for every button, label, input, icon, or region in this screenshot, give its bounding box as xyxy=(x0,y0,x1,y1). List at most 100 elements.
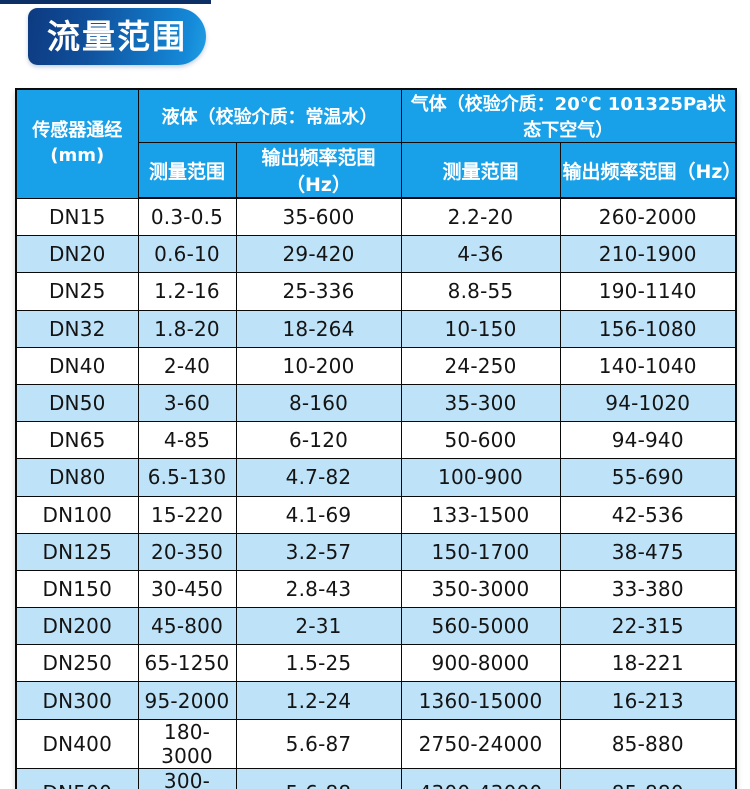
range-value-cell: 190-1140 xyxy=(559,272,737,311)
range-value-cell: 4-85 xyxy=(137,421,237,460)
range-value-cell: 300-4500 xyxy=(137,767,237,789)
range-value-cell: 25-336 xyxy=(235,272,402,311)
range-value-cell: 140-1040 xyxy=(559,346,737,385)
section-title-badge: 流量范围 xyxy=(28,8,206,65)
range-value-cell: 2750-24000 xyxy=(400,718,561,769)
sensor-diameter-cell: DN20 xyxy=(15,235,139,274)
column-group-gas: 气体（校验介质：20℃ 101325Pa状态下空气） xyxy=(400,88,737,143)
range-value-cell: 10-150 xyxy=(400,309,561,348)
sensor-diameter-cell: DN500 xyxy=(15,767,139,789)
table-row: DN65 4-85 6-120 50-600 94-940 xyxy=(15,421,737,460)
sensor-diameter-cell: DN32 xyxy=(15,309,139,348)
range-value-cell: 4-36 xyxy=(400,235,561,274)
range-value-cell: 29-420 xyxy=(235,235,402,274)
range-value-cell: 3.2-57 xyxy=(235,532,402,571)
table-row: DN40 2-40 10-200 24-250 140-1040 xyxy=(15,346,737,385)
range-value-cell: 560-5000 xyxy=(400,607,561,646)
range-value-cell: 5.6-87 xyxy=(235,718,402,769)
column-header-gas-measure-range: 测量范围 xyxy=(400,142,561,199)
range-value-cell: 210-1900 xyxy=(559,235,737,274)
range-value-cell: 6-120 xyxy=(235,421,402,460)
range-value-cell: 35-300 xyxy=(400,383,561,423)
sensor-diameter-cell: DN80 xyxy=(15,458,139,497)
sensor-diameter-label-line2: (mm) xyxy=(50,144,105,166)
sensor-diameter-cell: DN65 xyxy=(15,421,139,460)
range-value-cell: 42-536 xyxy=(559,495,737,534)
column-header-gas-output-frequency: 输出频率范围（Hz） xyxy=(559,142,741,199)
range-value-cell: 2-40 xyxy=(137,346,237,385)
range-value-cell: 50-600 xyxy=(400,421,561,460)
sensor-diameter-cell: DN15 xyxy=(15,197,139,237)
sensor-diameter-cell: DN300 xyxy=(15,681,139,720)
table-row: DN125 20-350 3.2-57 150-1700 38-475 xyxy=(15,532,737,571)
column-header-liquid-output-frequency: 输出频率范围（Hz） xyxy=(235,142,402,199)
flow-range-table: 传感器通经 (mm) 液体（校验介质：常温水） 气体（校验介质：20℃ 1013… xyxy=(15,88,741,789)
section-title: 流量范围 xyxy=(47,17,187,56)
range-value-cell: 2-31 xyxy=(235,607,402,646)
range-value-cell: 1.2-24 xyxy=(235,681,402,720)
range-value-cell: 18-221 xyxy=(559,644,737,683)
range-value-cell: 15-220 xyxy=(137,495,237,534)
range-value-cell: 5.6-88 xyxy=(235,767,402,789)
range-value-cell: 85-880 xyxy=(559,718,737,769)
range-value-cell: 4.7-82 xyxy=(235,458,402,497)
range-value-cell: 45-800 xyxy=(137,607,237,646)
range-value-cell: 1360-15000 xyxy=(400,681,561,720)
range-value-cell: 1.2-16 xyxy=(137,272,237,311)
range-value-cell: 8.8-55 xyxy=(400,272,561,311)
sensor-diameter-cell: DN150 xyxy=(15,569,139,609)
range-value-cell: 8-160 xyxy=(235,383,402,423)
range-value-cell: 2.2-20 xyxy=(400,197,561,237)
range-value-cell: 1.8-20 xyxy=(137,309,237,348)
sensor-diameter-cell: DN250 xyxy=(15,644,139,683)
range-value-cell: 3-60 xyxy=(137,383,237,423)
range-value-cell: 65-1250 xyxy=(137,644,237,683)
range-value-cell: 94-1020 xyxy=(559,383,737,423)
range-value-cell: 0.6-10 xyxy=(137,235,237,274)
table-row: DN200 45-800 2-31 560-5000 22-315 xyxy=(15,607,737,646)
range-value-cell: 38-475 xyxy=(559,532,737,571)
sensor-diameter-cell: DN200 xyxy=(15,607,139,646)
column-group-liquid: 液体（校验介质：常温水） xyxy=(137,88,402,143)
table-row: DN500300-45005.6-884300-4300085-880 xyxy=(15,767,737,789)
range-value-cell: 16-213 xyxy=(559,681,737,720)
range-value-cell: 20-350 xyxy=(137,532,237,571)
range-value-cell: 2.8-43 xyxy=(235,569,402,609)
table-row: DN20 0.6-10 29-420 4-36 210-1900 xyxy=(15,235,737,274)
range-value-cell: 350-3000 xyxy=(400,569,561,609)
table-row: DN300 95-2000 1.2-24 1360-15000 16-213 xyxy=(15,681,737,720)
range-value-cell: 6.5-130 xyxy=(137,458,237,497)
top-accent-line xyxy=(0,0,211,4)
range-value-cell: 85-880 xyxy=(559,767,737,789)
range-value-cell: 94-940 xyxy=(559,421,737,460)
range-value-cell: 180-3000 xyxy=(137,718,237,769)
column-header-liquid-measure-range: 测量范围 xyxy=(137,142,237,199)
range-value-cell: 150-1700 xyxy=(400,532,561,571)
table-row: DN15 0.3-0.5 35-600 2.2-20 260-2000 xyxy=(15,197,737,237)
sensor-diameter-cell: DN100 xyxy=(15,495,139,534)
table-header-group-row: 传感器通经 (mm) 液体（校验介质：常温水） 气体（校验介质：20℃ 1013… xyxy=(15,88,737,199)
table-row: DN150 30-450 2.8-43 350-3000 33-380 xyxy=(15,569,737,609)
range-value-cell: 22-315 xyxy=(559,607,737,646)
range-value-cell: 35-600 xyxy=(235,197,402,237)
range-value-cell: 156-1080 xyxy=(559,309,737,348)
sensor-diameter-cell: DN125 xyxy=(15,532,139,571)
table-row: DN400 180-3000 5.6-87 2750-24000 85-880 xyxy=(15,718,737,769)
table-row: DN32 1.8-20 18-264 10-150 156-1080 xyxy=(15,309,737,348)
table-row: DN80 6.5-130 4.7-82 100-900 55-690 xyxy=(15,458,737,497)
range-value-cell: 18-264 xyxy=(235,309,402,348)
range-value-cell: 30-450 xyxy=(137,569,237,609)
range-value-cell: 10-200 xyxy=(235,346,402,385)
range-value-cell: 133-1500 xyxy=(400,495,561,534)
range-value-cell: 900-8000 xyxy=(400,644,561,683)
range-value-cell: 4300-43000 xyxy=(400,767,561,789)
range-value-cell: 0.3-0.5 xyxy=(137,197,237,237)
table-row: DN100 15-220 4.1-69 133-1500 42-536 xyxy=(15,495,737,534)
range-value-cell: 24-250 xyxy=(400,346,561,385)
sensor-diameter-cell: DN40 xyxy=(15,346,139,385)
sensor-diameter-cell: DN50 xyxy=(15,383,139,423)
sensor-diameter-cell: DN25 xyxy=(15,272,139,311)
table-row: DN250 65-1250 1.5-25 900-8000 18-221 xyxy=(15,644,737,683)
range-value-cell: 100-900 xyxy=(400,458,561,497)
